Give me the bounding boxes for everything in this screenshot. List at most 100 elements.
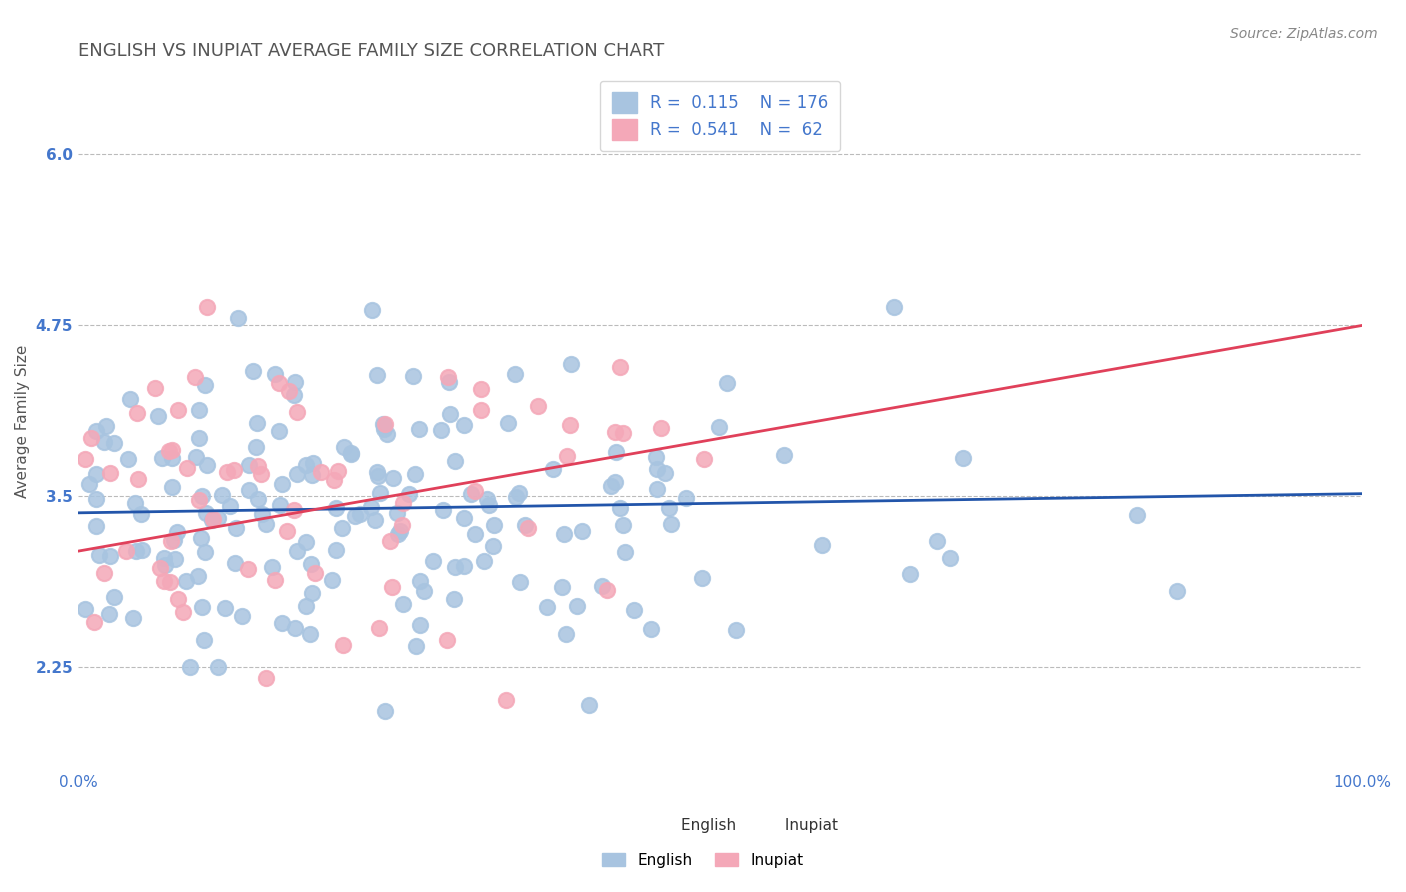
Point bbox=[541, 461, 564, 475]
Point bbox=[299, 627, 322, 641]
Point bbox=[150, 451, 173, 466]
Point bbox=[201, 512, 224, 526]
Point bbox=[360, 500, 382, 514]
Point bbox=[242, 364, 264, 378]
Point bbox=[167, 592, 190, 607]
Point bbox=[195, 507, 218, 521]
Point bbox=[387, 506, 409, 520]
Point bbox=[380, 534, 402, 549]
Point bbox=[555, 626, 578, 640]
Point bbox=[287, 467, 309, 481]
Point bbox=[401, 369, 423, 384]
Point bbox=[609, 360, 631, 375]
Point bbox=[295, 534, 318, 549]
Point bbox=[408, 574, 430, 589]
Point bbox=[184, 369, 207, 384]
Point bbox=[603, 425, 626, 440]
Point bbox=[405, 640, 427, 654]
Point bbox=[160, 451, 183, 466]
Point bbox=[553, 526, 575, 541]
Point bbox=[295, 599, 318, 614]
Point bbox=[269, 499, 291, 513]
Point bbox=[536, 600, 558, 615]
Point bbox=[675, 491, 697, 506]
Point bbox=[392, 597, 415, 611]
Point bbox=[603, 475, 626, 489]
Point bbox=[408, 422, 430, 436]
Point bbox=[269, 424, 291, 438]
Point bbox=[285, 543, 308, 558]
Point bbox=[658, 501, 681, 516]
Point bbox=[811, 538, 834, 552]
Point bbox=[285, 405, 308, 419]
Point bbox=[650, 420, 672, 434]
Point bbox=[366, 368, 388, 383]
Point bbox=[207, 511, 229, 525]
Point bbox=[125, 544, 148, 558]
Point bbox=[80, 431, 103, 445]
Point bbox=[271, 615, 294, 630]
Point bbox=[86, 491, 108, 506]
Point bbox=[146, 409, 169, 423]
Point bbox=[94, 419, 117, 434]
Point bbox=[83, 615, 105, 630]
Point bbox=[231, 609, 253, 624]
Point bbox=[422, 554, 444, 568]
Point bbox=[484, 518, 506, 533]
Point bbox=[252, 508, 274, 522]
Point bbox=[284, 621, 307, 635]
Point bbox=[121, 611, 143, 625]
Point bbox=[98, 549, 121, 563]
Point bbox=[693, 451, 716, 466]
Point bbox=[278, 384, 301, 398]
Point bbox=[470, 403, 492, 417]
Point bbox=[301, 467, 323, 482]
Point bbox=[404, 467, 426, 482]
Point bbox=[464, 484, 486, 499]
Point bbox=[98, 466, 121, 480]
Point bbox=[254, 671, 277, 685]
Point bbox=[309, 465, 332, 479]
Point bbox=[250, 467, 273, 482]
Point bbox=[172, 606, 194, 620]
Point bbox=[176, 460, 198, 475]
Point bbox=[284, 375, 307, 389]
Point bbox=[443, 592, 465, 607]
Point bbox=[654, 467, 676, 481]
Point bbox=[659, 516, 682, 531]
Point bbox=[883, 300, 905, 314]
Point bbox=[157, 443, 180, 458]
Point bbox=[195, 300, 218, 314]
Point bbox=[131, 543, 153, 558]
Point bbox=[645, 482, 668, 496]
Point bbox=[508, 486, 530, 500]
Point bbox=[707, 420, 730, 434]
Point bbox=[84, 467, 107, 481]
Point bbox=[97, 607, 120, 621]
Point bbox=[179, 660, 201, 674]
Point bbox=[301, 456, 323, 470]
Point bbox=[515, 517, 537, 532]
Point bbox=[505, 490, 527, 504]
Point bbox=[517, 521, 540, 535]
Point bbox=[166, 524, 188, 539]
Point bbox=[409, 617, 432, 632]
Point bbox=[509, 575, 531, 590]
Point bbox=[388, 524, 411, 539]
Point bbox=[551, 580, 574, 594]
Point bbox=[332, 638, 354, 652]
Point bbox=[155, 558, 177, 572]
Point bbox=[558, 417, 581, 432]
Point bbox=[613, 544, 636, 558]
Point bbox=[436, 632, 458, 647]
Point bbox=[163, 551, 186, 566]
Point bbox=[160, 534, 183, 549]
Point bbox=[373, 419, 395, 434]
Point bbox=[605, 445, 627, 459]
Point bbox=[367, 621, 389, 635]
Point bbox=[299, 557, 322, 571]
Point bbox=[437, 370, 460, 384]
Point bbox=[93, 435, 115, 450]
Point bbox=[475, 491, 498, 506]
Point bbox=[325, 500, 347, 515]
